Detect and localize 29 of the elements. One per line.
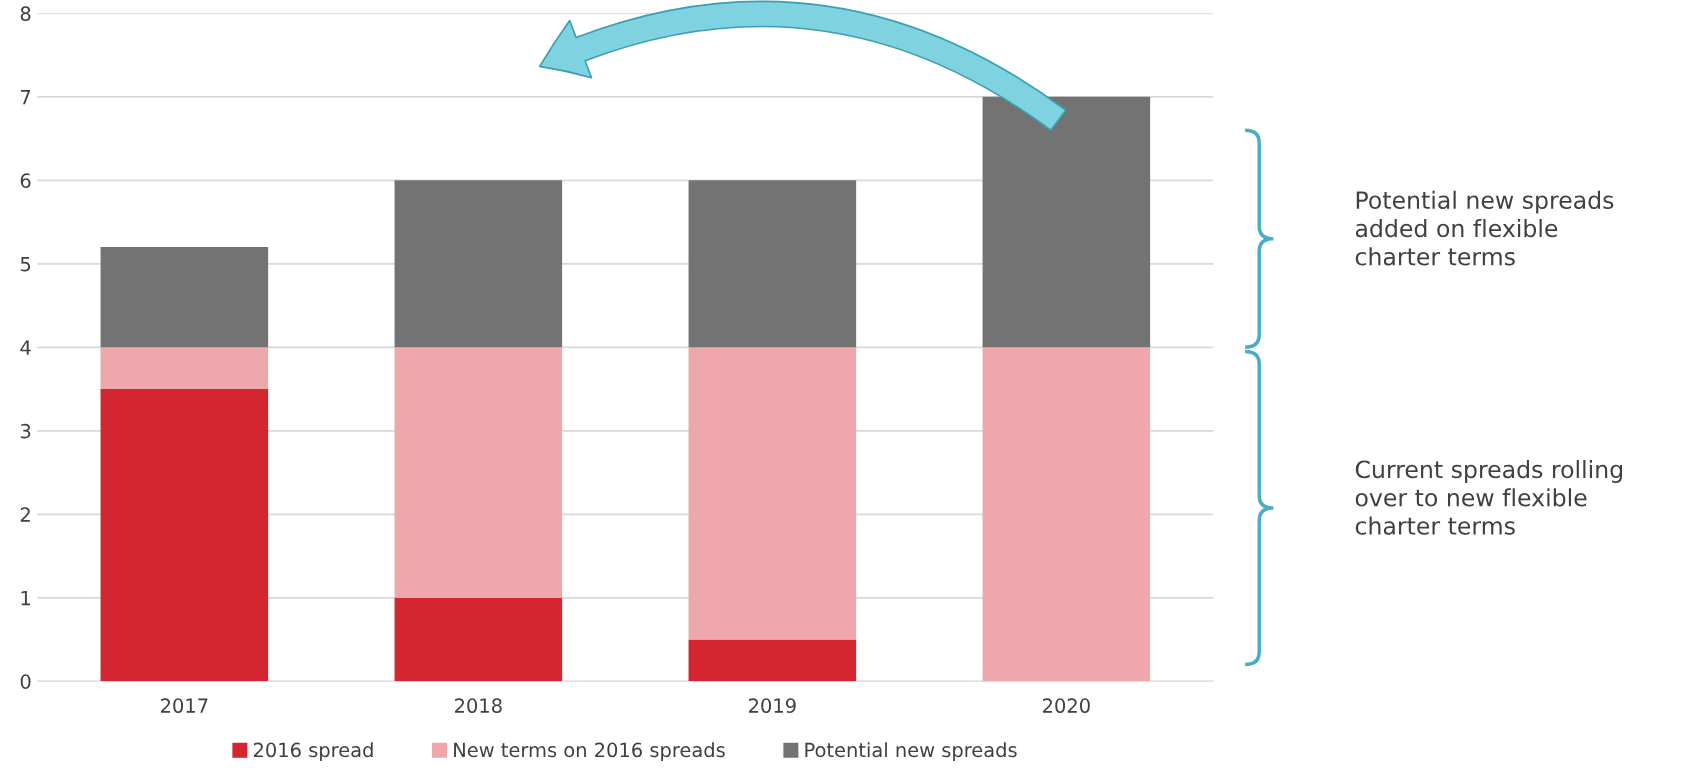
text: Current spreads rolling over to new flexible charter terms <box>1355 460 1623 535</box>
bar <box>394 347 563 598</box>
x-tick-label: 2019 <box>749 698 796 714</box>
y-tick-label: 2 <box>20 507 30 522</box>
y-tick-label: 0 <box>20 674 31 689</box>
bar <box>394 180 563 348</box>
x-tick-label: 2018 <box>455 698 502 714</box>
bar <box>688 347 857 640</box>
y-tick-label: 8 <box>20 6 31 21</box>
bar <box>100 389 269 682</box>
bar <box>688 180 857 348</box>
y-tick-label: 7 <box>21 90 31 105</box>
bar <box>100 347 269 390</box>
legend-label: Potential new spreads <box>805 742 1017 762</box>
legend-label: 2016 spread <box>253 742 373 762</box>
legend-label: New terms on 2016 spreads <box>454 742 725 762</box>
bar <box>688 639 857 682</box>
bar <box>982 347 1151 682</box>
x-tick-label: 2020 <box>1043 698 1090 714</box>
x-tick-label: 2017 <box>161 698 208 714</box>
bar <box>100 247 269 348</box>
bar <box>982 96 1151 348</box>
y-tick-label: 6 <box>20 173 31 188</box>
bar <box>394 597 563 682</box>
y-tick-label: 1 <box>21 591 30 606</box>
y-tick-label: 4 <box>20 340 31 355</box>
y-tick-label: 5 <box>20 257 31 272</box>
y-tick-label: 3 <box>20 423 31 439</box>
text: Potential new spreads added on flexible charter terms <box>1355 190 1614 266</box>
